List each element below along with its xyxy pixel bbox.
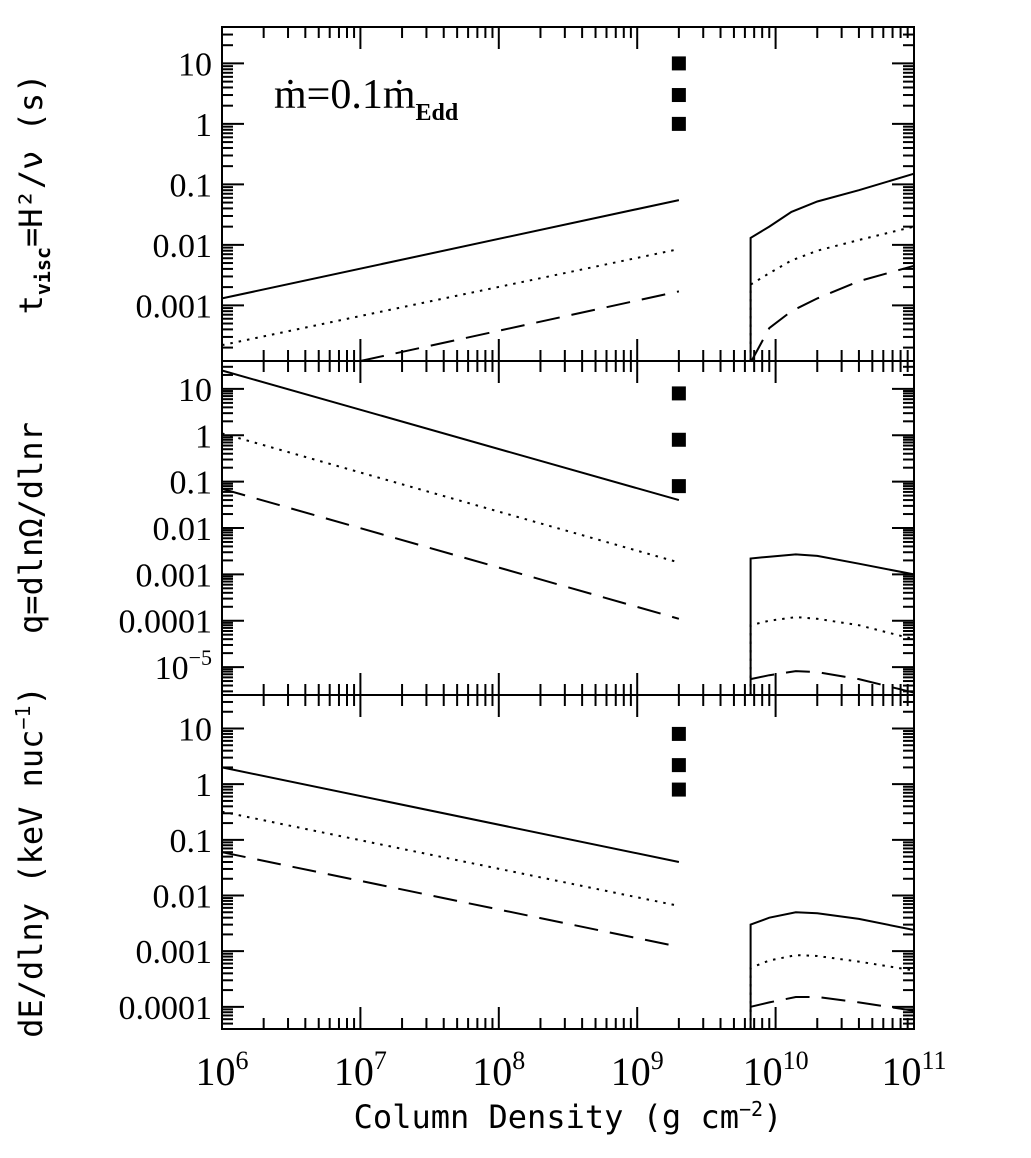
- plot-frame: [221, 694, 915, 1030]
- series-line-dotted: [749, 954, 915, 1029]
- series-line-solid: [749, 553, 915, 695]
- y-tick-label: 10: [178, 46, 212, 83]
- marker-square: [671, 432, 686, 447]
- panel-top: 10 1 0.1 0.01 0.001 tvisc=H²/ν (s) ṁ=0.1ṁEdd: [12, 26, 915, 362]
- marker-square: [671, 88, 686, 103]
- series-line-dotted: [749, 616, 915, 695]
- y-tick-label: 0.0001: [119, 604, 213, 641]
- marker-square: [671, 782, 686, 797]
- x-tick-label: 1010: [743, 1046, 809, 1094]
- y-tick-label: 0.01: [153, 879, 213, 916]
- y-tick-label: 0.001: [136, 557, 213, 594]
- series-line-dashed: [750, 670, 915, 694]
- y-tick-label: 0.01: [153, 228, 213, 265]
- y-tick-label: 10−5: [155, 645, 212, 687]
- panel-bottom: 10 1 0.1 0.01 0.001 0.0001 106 107 108 109 1010 101…: [11, 686, 947, 1136]
- y-tick-label: 10: [178, 712, 212, 749]
- y-axis-label: q=dlnΩ/dlnr: [12, 422, 50, 634]
- y-tick-label: 10: [178, 372, 212, 409]
- series-line-dotted: [221, 810, 680, 907]
- marker-square: [671, 386, 686, 401]
- x-tick-label: 1011: [881, 1046, 946, 1094]
- marker-square: [671, 758, 686, 773]
- annotation-accretion-rate: ṁ=0.1ṁEdd: [274, 72, 459, 126]
- y-tick-label: 0.1: [170, 823, 213, 860]
- series-line-solid: [221, 369, 680, 502]
- x-tick-label: 107: [334, 1046, 387, 1094]
- y-tick-label: 0.01: [153, 511, 213, 548]
- series-line-dashed: [221, 851, 680, 948]
- ticks: [221, 694, 915, 1030]
- marker-square: [671, 726, 686, 741]
- y-tick-label: 0.1: [170, 465, 213, 502]
- series-line-solid: [221, 766, 680, 863]
- marker-square: [671, 479, 686, 494]
- ticks: [221, 26, 915, 361]
- series-line-dashed: [750, 996, 915, 1012]
- marker-square: [671, 116, 686, 131]
- series-line-solid: [221, 199, 680, 300]
- series-line-dashed: [360, 290, 680, 362]
- x-tick-label: 109: [611, 1046, 664, 1094]
- series-line-solid: [749, 172, 915, 361]
- y-tick-label: 1: [195, 767, 212, 804]
- series-line-dotted: [221, 248, 680, 347]
- series-line-dashed: [221, 487, 680, 620]
- y-tick-label: 0.1: [170, 167, 213, 204]
- series-line-dashed: [750, 264, 915, 362]
- y-axis-label: tvisc=H²/ν (s): [12, 74, 55, 315]
- x-axis-label: Column Density (g cm−2): [354, 1097, 783, 1136]
- y-tick-label: 0.001: [136, 934, 213, 971]
- y-tick-label: 0.001: [136, 288, 213, 325]
- y-axis-label: dE/dlny (keV nuc−1): [11, 686, 50, 1038]
- x-tick-label: 106: [196, 1046, 249, 1094]
- y-tick-label: 1: [195, 107, 212, 144]
- plot-frame: [221, 360, 915, 696]
- ticks: [221, 360, 915, 695]
- series-line-dotted: [221, 432, 680, 564]
- x-tick-label: 108: [472, 1046, 525, 1094]
- marker-square: [671, 56, 686, 71]
- series-line-solid: [749, 911, 915, 1029]
- y-tick-label: 1: [195, 418, 212, 455]
- panel-middle: 10 1 0.1 0.01 0.001 0.0001 10−5 q=dlnΩ/dlnr: [12, 360, 915, 696]
- y-tick-label: 0.0001: [119, 990, 213, 1027]
